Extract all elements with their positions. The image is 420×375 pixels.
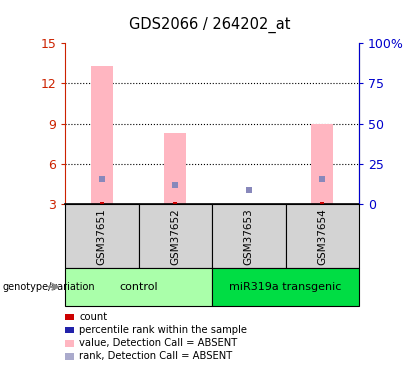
Text: GSM37653: GSM37653 xyxy=(244,208,254,265)
Bar xyxy=(65,268,212,306)
Bar xyxy=(65,327,74,333)
Text: count: count xyxy=(79,312,108,322)
Bar xyxy=(164,133,186,204)
Text: GDS2066 / 264202_at: GDS2066 / 264202_at xyxy=(129,17,291,33)
Bar xyxy=(65,204,139,268)
Bar xyxy=(91,66,113,204)
Text: value, Detection Call = ABSENT: value, Detection Call = ABSENT xyxy=(79,338,238,348)
Bar xyxy=(139,204,212,268)
Text: percentile rank within the sample: percentile rank within the sample xyxy=(79,325,247,335)
Bar xyxy=(65,340,74,346)
Bar xyxy=(65,353,74,360)
Bar xyxy=(286,204,359,268)
Bar xyxy=(212,204,286,268)
Text: GSM37652: GSM37652 xyxy=(171,208,180,265)
Bar xyxy=(65,314,74,320)
Bar xyxy=(212,268,359,306)
Text: genotype/variation: genotype/variation xyxy=(2,282,95,292)
Text: GSM37654: GSM37654 xyxy=(318,208,327,265)
Text: miR319a transgenic: miR319a transgenic xyxy=(229,282,342,292)
Bar xyxy=(311,124,333,204)
Text: GSM37651: GSM37651 xyxy=(97,208,107,265)
Text: control: control xyxy=(119,282,158,292)
Text: rank, Detection Call = ABSENT: rank, Detection Call = ABSENT xyxy=(79,351,233,361)
